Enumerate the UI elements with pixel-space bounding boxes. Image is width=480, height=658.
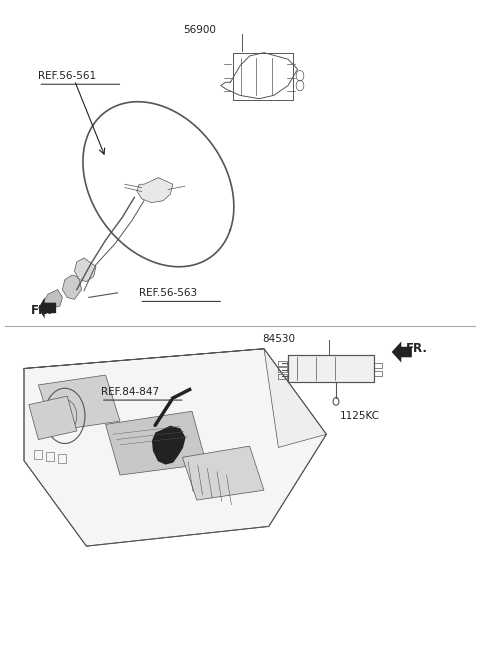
Text: 84530: 84530 [262,334,295,344]
Polygon shape [38,297,56,318]
Text: FR.: FR. [406,342,428,355]
Bar [34,450,42,459]
Bar [278,361,287,366]
Text: REF.56-563: REF.56-563 [139,288,197,298]
Text: REF.84-847: REF.84-847 [101,386,159,397]
Text: FR.: FR. [31,304,53,317]
Bar [374,363,382,368]
Polygon shape [137,178,173,203]
Bar [278,374,287,379]
Bar [374,371,382,376]
Text: 56900: 56900 [183,24,216,35]
Bar [46,452,54,461]
Polygon shape [182,446,264,500]
Polygon shape [43,290,62,309]
Polygon shape [24,349,326,546]
Polygon shape [74,258,96,282]
Bar [58,454,66,463]
Polygon shape [29,396,77,440]
Bar [278,367,287,372]
Text: 1125KC: 1125KC [340,411,380,421]
Polygon shape [24,349,326,447]
Polygon shape [288,355,374,382]
Polygon shape [38,375,120,431]
Text: REF.56-561: REF.56-561 [38,70,96,81]
Polygon shape [392,342,412,363]
Polygon shape [153,426,185,464]
Polygon shape [106,411,206,475]
Polygon shape [62,275,82,299]
